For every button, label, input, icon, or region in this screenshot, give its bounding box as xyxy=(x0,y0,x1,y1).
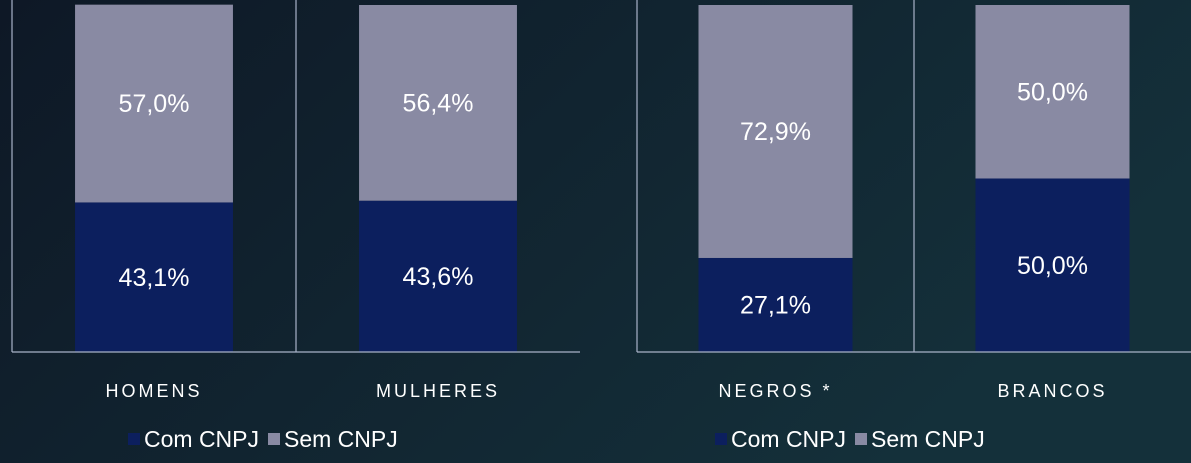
value-label: 43,1% xyxy=(119,264,190,292)
x-tick-label: MULHERES xyxy=(376,381,500,401)
bar-segment xyxy=(698,5,853,258)
legend-swatch xyxy=(855,433,867,445)
bar-segment xyxy=(75,4,233,203)
value-label: 56,4% xyxy=(403,89,474,117)
bar-segment xyxy=(359,5,517,201)
legend-label: Sem CNPJ xyxy=(284,426,398,452)
bar-segment xyxy=(698,257,853,352)
legend-swatch xyxy=(715,433,727,445)
value-label: 50,0% xyxy=(1017,252,1088,280)
legend-swatch xyxy=(268,433,280,445)
legend-label: Com CNPJ xyxy=(144,426,259,452)
legend-swatch xyxy=(128,433,140,445)
x-tick-label: NEGROS * xyxy=(718,381,832,401)
bar-segment xyxy=(975,5,1130,179)
value-label: 27,1% xyxy=(740,292,811,320)
legend-label: Com CNPJ xyxy=(731,426,846,452)
bar-segment xyxy=(75,202,233,352)
bar-segment xyxy=(359,200,517,352)
value-label: 50,0% xyxy=(1017,78,1088,106)
legend-label: Sem CNPJ xyxy=(871,426,985,452)
bar-segment xyxy=(975,178,1130,352)
value-label: 72,9% xyxy=(740,118,811,146)
x-tick-label: BRANCOS xyxy=(997,381,1107,401)
value-label: 57,0% xyxy=(119,90,190,118)
x-tick-label: HOMENS xyxy=(105,381,202,401)
value-label: 43,6% xyxy=(403,263,474,291)
